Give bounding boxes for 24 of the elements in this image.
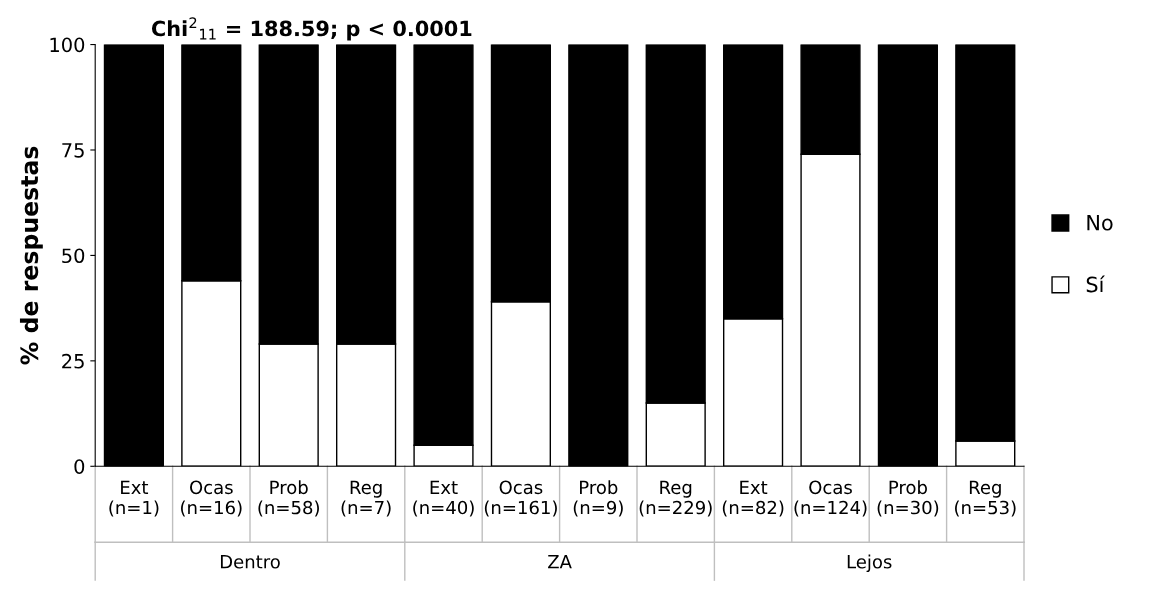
text: Lejos [847,554,892,573]
x-tick-label: Ocas (n=161) [484,480,557,517]
legend-label: Sí [1086,275,1105,293]
text: ZA [548,555,572,569]
x-tick-label: Prob (n=58) [258,480,319,517]
y-tick-label: 0 [74,459,85,474]
x-tick-label: Prob (n=30) [877,480,939,517]
text: Dentro [220,555,280,569]
x-tick-label: Ocas (n=16) [181,480,242,517]
y-tick-label: 25 [62,353,84,369]
x-tick-label: Prob (n=9) [573,480,623,517]
x-tick-label: Ext (n=1) [109,480,159,517]
y-tick-label: 100 [50,37,85,53]
x-tick-label: Ext (n=82) [722,480,784,517]
x-tick-label: Reg (n=229) [639,480,712,517]
x-tick-label: Ext (n=40) [413,480,474,517]
y-axis-title: % de respuestas [19,146,43,365]
legend-label: No [1087,215,1113,231]
x-tick-label: Ocas (n=124) [794,480,867,517]
y-tick-label: 75 [62,143,84,158]
y-tick-label: 50 [62,248,85,264]
x-tick-label: Reg (n=7) [341,480,391,517]
x-tick-label: Reg (n=53) [955,480,1016,517]
chart-title: Chi$^{2}$$_{11}$ = 188.59; p < 0.0001 [151,17,472,41]
